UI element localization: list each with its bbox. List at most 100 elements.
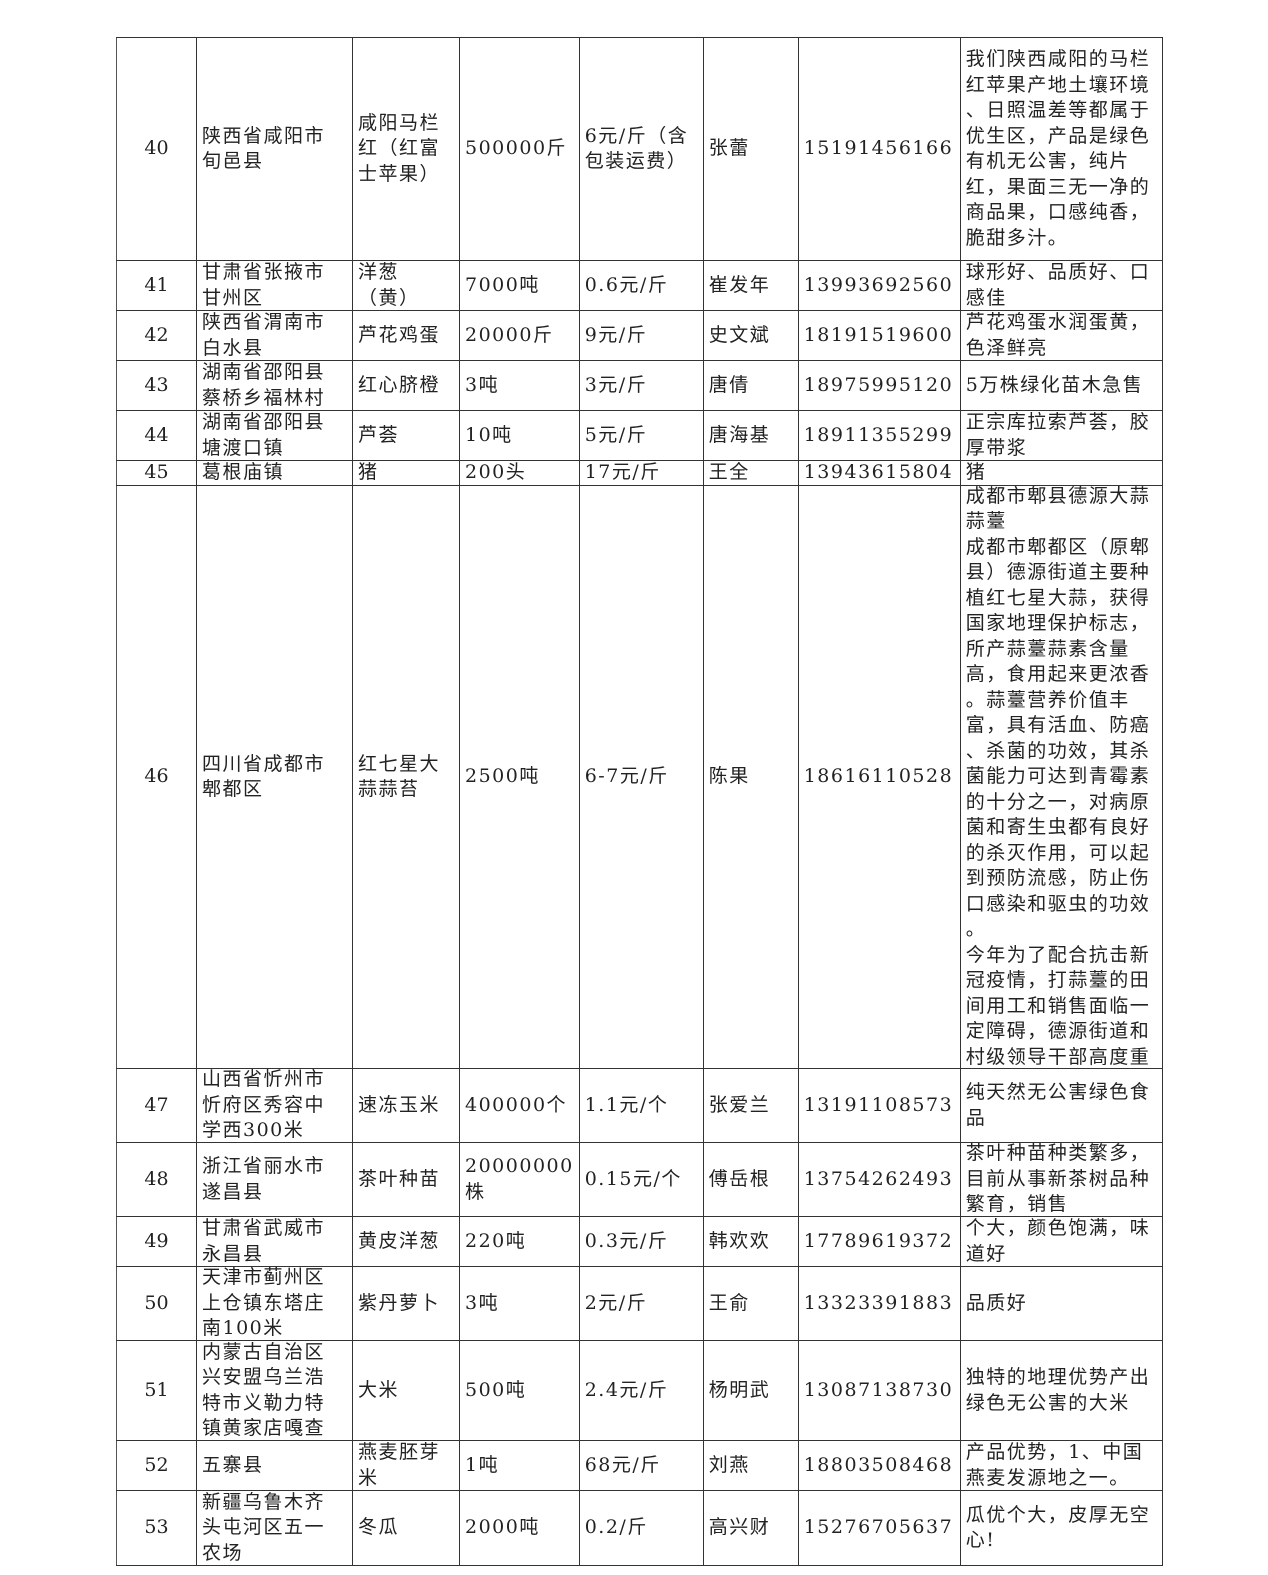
quantity-text: 500吨 (465, 1378, 527, 1401)
cell-contact-name: 傅岳根 (702, 1142, 799, 1217)
cell-phone-number: 18803508468 (797, 1440, 961, 1491)
product-name-text: 红心脐橙 (358, 373, 441, 396)
price-text: 5元/斤 (584, 423, 648, 446)
cell-location: 陕西省渭南市 白水县 (196, 310, 353, 361)
cell-contact-name: 杨明武 (702, 1340, 799, 1441)
cell-product-name: 黄皮洋葱 (352, 1216, 460, 1267)
table-row: 46 四川省成都市 郫都区 红七星大 蒜蒜苔 2500吨 6-7元/斤 陈果 1861611… (116, 485, 1163, 1069)
cell-price: 6-7元/斤 (578, 485, 704, 1069)
location-text: 山西省忻州市 忻府区秀容中 学西300米 (202, 1069, 326, 1142)
row-number-text: 46 (144, 765, 169, 788)
phone-number-text: 13323391883 (803, 1291, 954, 1314)
quantity-text: 20000斤 (465, 323, 554, 346)
table-row: 53 新疆乌鲁木齐 头屯河区五一 农场 冬瓜 2000吨 0.2/斤 高兴财 1527670… (116, 1490, 1163, 1566)
description-text: 个大，颜色饱满，味 道好 (965, 1217, 1151, 1265)
cell-contact-name: 刘燕 (702, 1440, 799, 1491)
price-text: 2.4元/斤 (584, 1378, 669, 1401)
cell-row-number: 53 (116, 1490, 197, 1566)
table-row: 49 甘肃省武威市 永昌县 黄皮洋葱 220吨 0.3元/斤 韩欢欢 17789619372… (116, 1216, 1163, 1267)
price-text: 0.3元/斤 (584, 1229, 669, 1252)
cell-product-name: 茶叶种苗 (352, 1142, 460, 1217)
price-text: 6元/斤（含 包装运费） (584, 124, 689, 173)
row-number-text: 42 (144, 323, 169, 346)
cell-phone-number: 13943615804 (797, 460, 961, 486)
quantity-text: 2500吨 (465, 765, 540, 788)
cell-description: 我们陕西咸阳的马栏 红苹果产地土壤环境 、日照温差等都属于 优生区，产品是绿色 … (959, 37, 1163, 261)
cell-description: 瓜优个大，皮厚无空 心! (959, 1490, 1163, 1566)
cell-description: 品质好 (959, 1266, 1163, 1341)
contact-name-text: 高兴财 (708, 1516, 771, 1539)
row-number-text: 43 (144, 373, 169, 396)
row-number-text: 49 (144, 1229, 169, 1252)
cell-product-name: 红七星大 蒜蒜苔 (352, 485, 460, 1069)
product-name-text: 黄皮洋葱 (358, 1229, 441, 1252)
description-text: 纯天然无公害绿色食 品 (965, 1081, 1151, 1129)
cell-product-name: 芦荟 (352, 410, 460, 461)
product-name-text: 红七星大 蒜蒜苔 (358, 752, 441, 801)
cell-row-number: 48 (116, 1142, 197, 1217)
cell-description: 茶叶种苗种类繁多， 目前从事新茶树品种 繁育，销售 (959, 1142, 1163, 1217)
quantity-text: 220吨 (465, 1229, 527, 1252)
contact-name-text: 张爱兰 (708, 1093, 771, 1116)
table-row: 47 山西省忻州市 忻府区秀容中 学西300米 速冻玉米 400000个 1.1元/个 张… (116, 1068, 1163, 1143)
cell-row-number: 43 (116, 360, 197, 411)
contact-name-text: 韩欢欢 (708, 1229, 771, 1252)
cell-phone-number: 15191456166 (797, 37, 961, 261)
row-number-text: 53 (144, 1516, 169, 1539)
phone-number-text: 18803508468 (803, 1453, 954, 1476)
cell-location: 湖南省邵阳县 塘渡口镇 (196, 410, 353, 461)
table-row: 43 湖南省邵阳县 蔡桥乡福林村 红心脐橙 3吨 3元/斤 唐倩 18975995120 5万… (116, 360, 1163, 411)
cell-price: 5元/斤 (578, 410, 704, 461)
cell-quantity: 2000吨 (459, 1490, 580, 1566)
row-number-text: 41 (144, 273, 169, 296)
phone-number-text: 15191456166 (803, 137, 954, 160)
price-text: 0.15元/个 (584, 1167, 682, 1190)
cell-row-number: 45 (116, 460, 197, 486)
row-number-text: 44 (144, 423, 169, 446)
cell-row-number: 46 (116, 485, 197, 1069)
contact-name-text: 杨明武 (708, 1378, 771, 1401)
cell-product-name: 猪 (352, 460, 460, 486)
cell-description: 芦花鸡蛋水润蛋黄， 色泽鲜亮 (959, 310, 1163, 361)
price-text: 6-7元/斤 (584, 765, 669, 788)
cell-row-number: 40 (116, 37, 197, 261)
cell-price: 17元/斤 (578, 460, 704, 486)
cell-contact-name: 唐海基 (702, 410, 799, 461)
location-text: 甘肃省武威市 永昌县 (202, 1217, 326, 1265)
table-row: 51 内蒙古自治区 兴安盟乌兰浩 特市义勒力特 镇黄家店嘎查 大米 500吨 2.4元/… (116, 1340, 1163, 1441)
cell-phone-number: 18616110528 (797, 485, 961, 1069)
contact-name-text: 王全 (708, 461, 750, 484)
phone-number-text: 13993692560 (803, 273, 954, 296)
cell-quantity: 3吨 (459, 360, 580, 411)
table-row: 42 陕西省渭南市 白水县 芦花鸡蛋 20000斤 9元/斤 史文斌 18191519600… (116, 310, 1163, 361)
cell-phone-number: 13993692560 (797, 260, 961, 311)
description-text: 猪 (965, 461, 987, 484)
cell-price: 2.4元/斤 (578, 1340, 704, 1441)
product-name-text: 猪 (358, 461, 379, 484)
cell-phone-number: 13087138730 (797, 1340, 961, 1441)
cell-contact-name: 王俞 (702, 1266, 799, 1341)
contact-name-text: 傅岳根 (708, 1167, 771, 1190)
cell-price: 9元/斤 (578, 310, 704, 361)
row-number-text: 47 (144, 1093, 169, 1116)
product-name-text: 茶叶种苗 (358, 1167, 441, 1190)
cell-phone-number: 13191108573 (797, 1068, 961, 1143)
cell-price: 0.2/斤 (578, 1490, 704, 1566)
contact-name-text: 唐海基 (708, 423, 771, 446)
price-text: 0.6元/斤 (584, 273, 669, 296)
description-text: 正宗库拉索芦荟，胶 厚带浆 (965, 411, 1151, 459)
description-text: 我们陕西咸阳的马栏 红苹果产地土壤环境 、日照温差等都属于 优生区，产品是绿色 … (965, 48, 1151, 249)
location-text: 葛根庙镇 (202, 461, 285, 484)
location-text: 湖南省邵阳县 蔡桥乡福林村 (202, 361, 326, 409)
cell-phone-number: 17789619372 (797, 1216, 961, 1267)
description-text: 茶叶种苗种类繁多， 目前从事新茶树品种 繁育，销售 (965, 1143, 1151, 1216)
phone-number-text: 18975995120 (803, 373, 954, 396)
contact-name-text: 史文斌 (708, 323, 771, 346)
phone-number-text: 17789619372 (803, 1229, 954, 1252)
cell-phone-number: 13323391883 (797, 1266, 961, 1341)
table-row: 48 浙江省丽水市 遂昌县 茶叶种苗 20000000 株 0.15元/个 傅岳根 1375… (116, 1142, 1163, 1217)
cell-description: 猪 (959, 460, 1163, 486)
cell-contact-name: 王全 (702, 460, 799, 486)
cell-quantity: 10吨 (459, 410, 580, 461)
phone-number-text: 18616110528 (803, 765, 954, 788)
